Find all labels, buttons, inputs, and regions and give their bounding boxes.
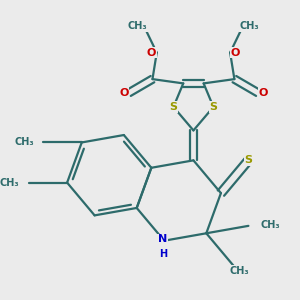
Text: N: N — [158, 234, 167, 244]
Text: CH₃: CH₃ — [260, 220, 280, 230]
Text: O: O — [119, 88, 128, 98]
Text: CH₃: CH₃ — [128, 21, 147, 31]
Text: S: S — [169, 102, 177, 112]
Text: CH₃: CH₃ — [240, 21, 259, 31]
Text: H: H — [159, 249, 167, 259]
Text: O: O — [258, 88, 268, 98]
Text: S: S — [209, 102, 217, 112]
Text: CH₃: CH₃ — [0, 178, 20, 188]
Text: CH₃: CH₃ — [15, 137, 34, 147]
Text: CH₃: CH₃ — [229, 266, 249, 276]
Text: O: O — [231, 48, 240, 58]
Text: S: S — [244, 155, 252, 165]
Text: O: O — [147, 48, 156, 58]
